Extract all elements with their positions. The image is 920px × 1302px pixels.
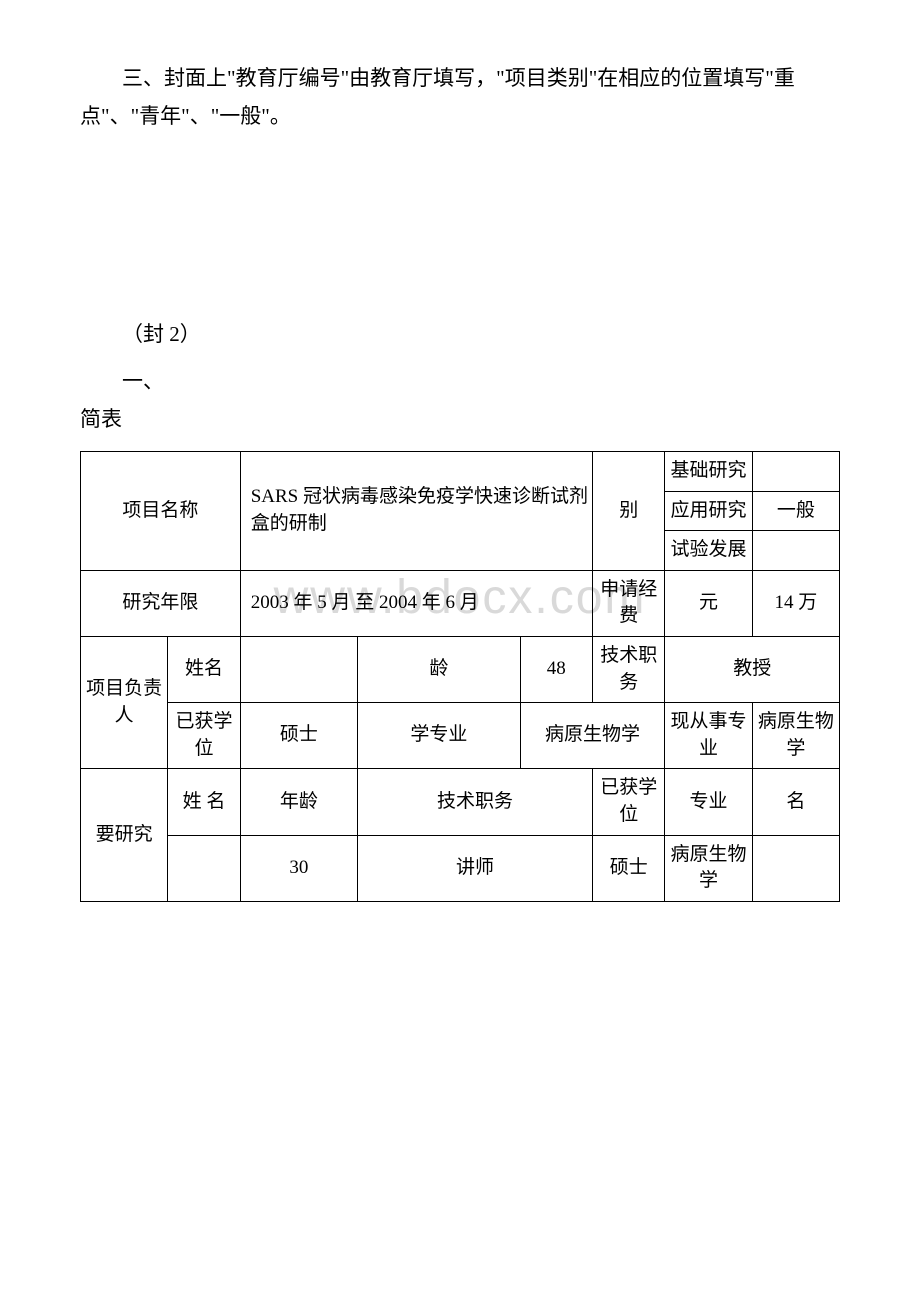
leader-degree-value: 硕士	[240, 703, 357, 769]
researcher-1-major: 病原生物学	[665, 835, 752, 901]
researcher-1-degree: 硕士	[592, 835, 664, 901]
summary-table: 项目名称 SARS 冠状病毒感染免疫学快速诊断试剂盒的研制 别 基础研究 应用研…	[80, 451, 840, 902]
duration-value: 2003 年 5 月 至 2004 年 6 月	[240, 570, 592, 636]
cover-label: （封 2）	[80, 316, 840, 354]
project-name-label: 项目名称	[81, 451, 241, 570]
section-title: 简表	[80, 401, 840, 439]
researcher-degree-header: 已获学位	[592, 769, 664, 835]
category-selected-value: 一般	[752, 491, 839, 531]
budget-label: 申请经费	[592, 570, 664, 636]
category-cell-3	[752, 531, 839, 571]
category-option-experiment: 试验发展	[665, 531, 752, 571]
researcher-name-header: 姓 名	[168, 769, 240, 835]
researcher-1-name	[168, 835, 240, 901]
category-option-applied: 应用研究	[665, 491, 752, 531]
project-name-value: SARS 冠状病毒感染免疫学快速诊断试剂盒的研制	[240, 451, 592, 570]
duration-label: 研究年限	[81, 570, 241, 636]
leader-age-value: 48	[520, 636, 592, 702]
category-cell-1	[752, 451, 839, 491]
researcher-1-title: 讲师	[358, 835, 593, 901]
leader-title-label: 技术职务	[592, 636, 664, 702]
instruction-paragraph: 三、封面上"教育厅编号"由教育厅填写，"项目类别"在相应的位置填写"重点"、"青…	[80, 60, 840, 136]
section-number: 一、	[80, 363, 840, 401]
leader-age-label: 龄	[358, 636, 520, 702]
researcher-age-header: 年龄	[240, 769, 357, 835]
researcher-sign-header: 名	[752, 769, 839, 835]
leader-major-label: 学专业	[358, 703, 520, 769]
researcher-group-label: 要研究	[81, 769, 168, 901]
leader-group-label: 项目负责人	[81, 636, 168, 768]
leader-degree-label: 已获学位	[168, 703, 240, 769]
researcher-1-sign	[752, 835, 839, 901]
researcher-major-header: 专业	[665, 769, 752, 835]
leader-title-value: 教授	[665, 636, 840, 702]
budget-value: 14 万	[752, 570, 839, 636]
leader-name-label: 姓名	[168, 636, 240, 702]
leader-current-label: 现从事专业	[665, 703, 752, 769]
researcher-1-age: 30	[240, 835, 357, 901]
researcher-title-header: 技术职务	[358, 769, 593, 835]
leader-current-value: 病原生物学	[752, 703, 839, 769]
category-axis-label: 别	[593, 451, 665, 570]
budget-unit: 元	[665, 570, 752, 636]
category-option-basic: 基础研究	[665, 451, 752, 491]
leader-name-value	[240, 636, 357, 702]
leader-major-value: 病原生物学	[520, 703, 665, 769]
